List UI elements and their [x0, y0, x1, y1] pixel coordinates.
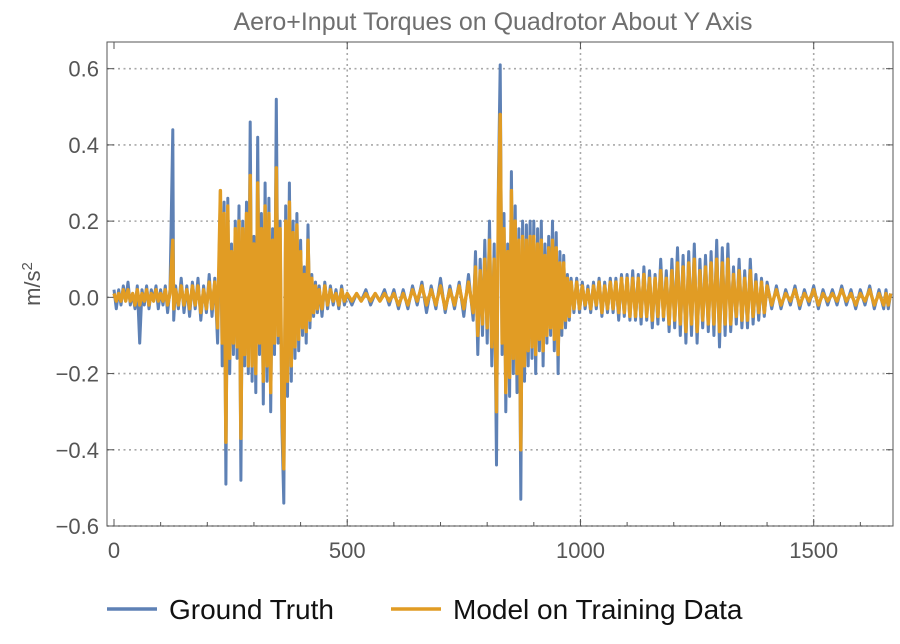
- x-tick-label: 1500: [789, 538, 838, 563]
- legend-label-ground-truth: Ground Truth: [169, 594, 334, 625]
- y-tick-label: −0.2: [56, 362, 99, 387]
- x-tick-label: 0: [108, 538, 120, 563]
- x-tick-label: 1000: [556, 538, 605, 563]
- legend-label-model: Model on Training Data: [453, 594, 743, 625]
- x-tick-labels: 0 500 1000 1500: [108, 538, 838, 563]
- series-line-model: [112, 112, 893, 471]
- y-tick-label: −0.4: [56, 438, 99, 463]
- series-layer: [112, 63, 893, 505]
- y-axis-label: m/s2: [19, 262, 45, 306]
- y-tick-label: 0.0: [68, 285, 99, 310]
- chart-title: Aero+Input Torques on Quadrotor About Y …: [233, 8, 752, 36]
- y-tick-label: −0.6: [56, 514, 99, 539]
- plot-frame: [106, 41, 894, 527]
- legend: Ground Truth Model on Training Data: [107, 594, 743, 625]
- x-tick-label: 500: [329, 538, 366, 563]
- y-tick-label: 0.2: [68, 209, 99, 234]
- y-tick-labels: −0.6 −0.4 −0.2 0.0 0.2 0.4 0.6: [56, 57, 99, 539]
- y-tick-label: 0.4: [68, 133, 99, 158]
- y-tick-label: 0.6: [68, 57, 99, 82]
